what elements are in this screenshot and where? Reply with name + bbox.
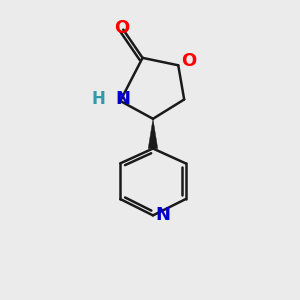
- Text: O: O: [114, 19, 129, 37]
- Text: N: N: [156, 206, 171, 224]
- Text: O: O: [181, 52, 196, 70]
- Polygon shape: [148, 119, 158, 148]
- Text: H: H: [92, 91, 105, 109]
- Text: N: N: [116, 91, 131, 109]
